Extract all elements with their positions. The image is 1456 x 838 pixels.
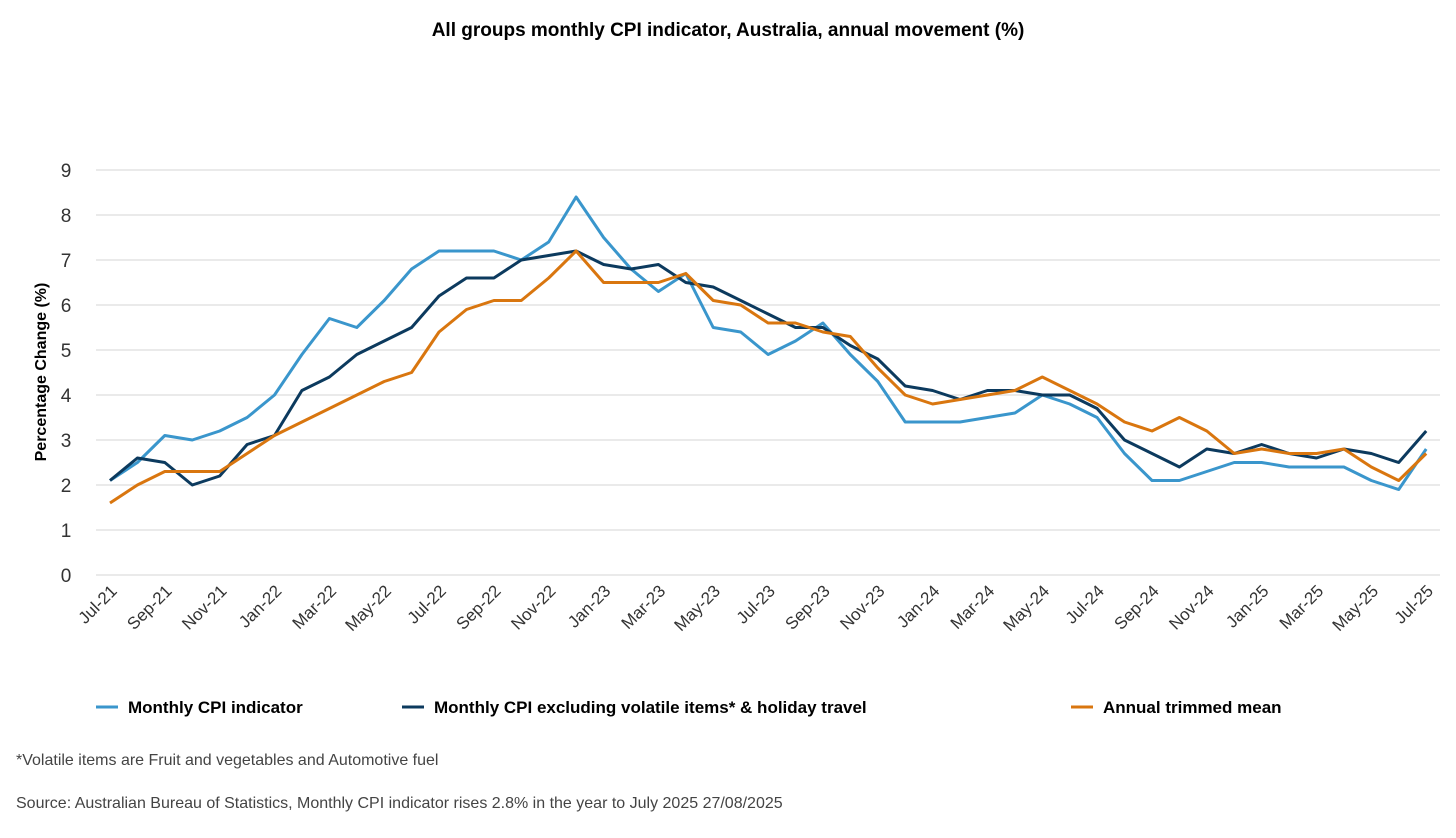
y-tick-label: 8: [61, 206, 72, 227]
y-tick-label: 3: [61, 431, 72, 452]
x-tick-label: Jan-24: [893, 581, 943, 631]
legend-label: Monthly CPI excluding volatile items* & …: [434, 698, 867, 717]
y-tick-label: 9: [61, 161, 72, 182]
x-tick-label: Nov-22: [507, 581, 559, 633]
y-axis-ticks: 0 1 2 3 4 5 6 7 8 9: [61, 161, 72, 587]
y-tick-label: 5: [61, 341, 72, 362]
x-axis-ticks: Jul-21 Sep-21 Nov-21 Jan-22 Mar-22 May-22 Jul-…: [75, 581, 1437, 635]
series-line-0: [109, 195, 1428, 491]
y-tick-label: 0: [61, 566, 72, 587]
legend-item-0: Monthly CPI indicator: [96, 698, 303, 717]
x-tick-label: Mar-23: [618, 581, 670, 633]
x-tick-label: Sep-21: [123, 581, 175, 633]
x-tick-label: May-22: [342, 581, 396, 635]
x-tick-label: Nov-21: [178, 581, 230, 633]
x-tick-label: Mar-25: [1276, 581, 1328, 633]
source-note: Source: Australian Bureau of Statistics,…: [16, 795, 783, 812]
legend-item-2: Annual trimmed mean: [1071, 698, 1282, 717]
x-tick-label: Sep-24: [1111, 581, 1163, 633]
legend: Monthly CPI indicator Monthly CPI excludi…: [96, 698, 1282, 717]
series-line-1: [109, 249, 1428, 487]
x-tick-label: Jul-23: [733, 581, 779, 627]
gridlines: [96, 169, 1440, 576]
x-tick-label: Jan-22: [235, 581, 285, 631]
x-tick-label: May-23: [671, 581, 725, 635]
x-tick-label: May-24: [1000, 581, 1054, 635]
y-tick-label: 2: [61, 476, 72, 497]
x-tick-label: Jan-25: [1222, 581, 1272, 631]
x-tick-label: Sep-23: [782, 581, 834, 633]
legend-item-1: Monthly CPI excluding volatile items* & …: [402, 698, 867, 717]
x-tick-label: Jul-25: [1391, 581, 1437, 627]
x-tick-label: Mar-22: [289, 581, 341, 633]
x-tick-label: Jul-24: [1062, 581, 1108, 627]
x-tick-label: May-25: [1329, 581, 1383, 635]
x-tick-label: Nov-24: [1165, 581, 1217, 633]
x-tick-label: Mar-24: [947, 581, 999, 633]
legend-label: Monthly CPI indicator: [128, 698, 303, 717]
footnote: *Volatile items are Fruit and vegetables…: [16, 752, 438, 769]
series-lines: [109, 195, 1428, 505]
x-tick-label: Nov-23: [836, 581, 888, 633]
x-tick-label: Jan-23: [564, 581, 614, 631]
y-axis-label: Percentage Change (%): [33, 283, 50, 462]
x-tick-label: Sep-22: [453, 581, 505, 633]
y-tick-label: 6: [61, 296, 72, 317]
x-tick-label: Jul-21: [75, 581, 121, 627]
x-tick-label: Jul-22: [404, 581, 450, 627]
y-tick-label: 7: [61, 251, 72, 272]
y-tick-label: 1: [61, 521, 72, 542]
y-tick-label: 4: [61, 386, 72, 407]
chart-title: All groups monthly CPI indicator, Austra…: [432, 20, 1025, 41]
legend-label: Annual trimmed mean: [1103, 698, 1282, 717]
series-line-2: [109, 249, 1428, 505]
